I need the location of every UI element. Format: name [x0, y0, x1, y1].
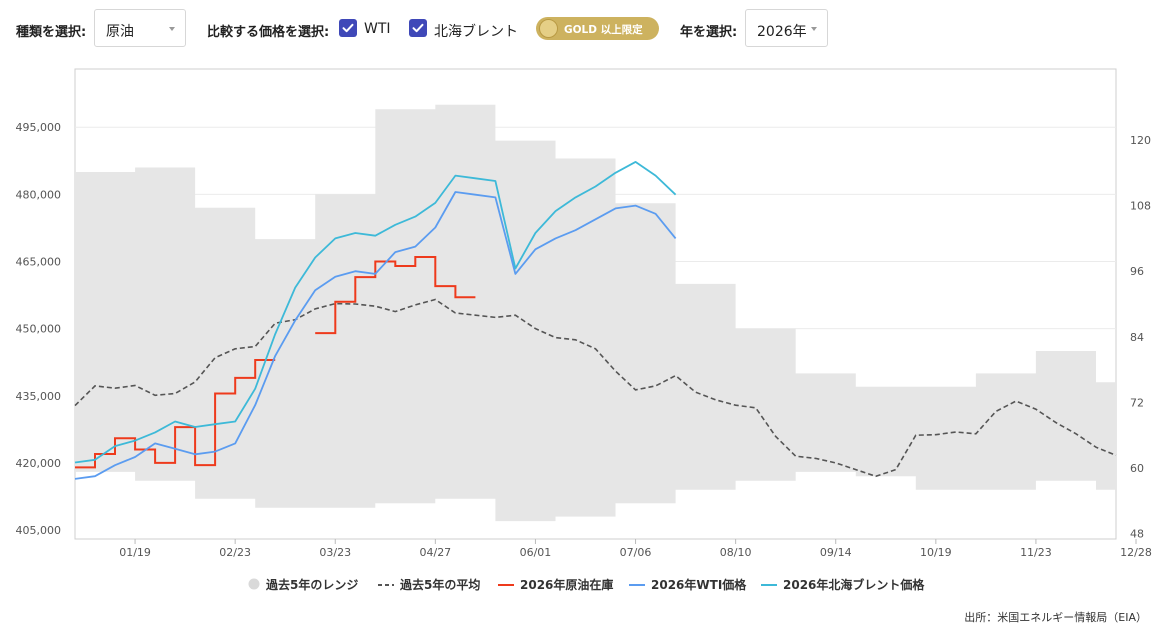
y-left-tick-label: 450,000: [16, 323, 62, 336]
crude-oil-chart: 405,000 420,000 435,000 450,000 465,000 480,0…: [16, 68, 1152, 559]
legend-label: 2026年原油在庫: [520, 578, 614, 592]
y-right-tick-label: 72: [1130, 396, 1144, 409]
x-tick-label: 12/28: [1120, 546, 1152, 559]
brent-line: [74, 160, 677, 464]
chevron-down-icon: [811, 27, 817, 31]
legend: 過去5年のレンジ 過去5年の平均 2026年原油在庫 2026年WTI価格 20…: [0, 576, 1164, 596]
legend-label: 2026年北海ブレント価格: [783, 578, 925, 592]
inventory-polyline: [315, 256, 476, 335]
wti-checkbox-label[interactable]: WTI: [364, 21, 391, 37]
gold-badge-text: GOLD 以上限定: [564, 24, 643, 36]
average-line: [74, 298, 1117, 478]
x-tick-label: 01/19: [119, 546, 151, 559]
legend-label: 過去5年の平均: [400, 578, 481, 592]
type-select[interactable]: 原油: [94, 9, 186, 47]
brent-checkbox-label[interactable]: 北海ブレント: [434, 24, 518, 40]
x-tick-label: 04/27: [419, 546, 451, 559]
wti-checkbox[interactable]: [339, 19, 357, 37]
x-tick-label: 06/01: [520, 546, 552, 559]
brent-checkbox[interactable]: [409, 19, 427, 37]
x-axis: 01/19 02/23 03/23 04/27 06/01 07/06 08/10 09/14…: [119, 539, 1152, 559]
y-axis-left: 405,000 420,000 435,000 450,000 465,000 480,0…: [16, 121, 62, 537]
y-left-tick-label: 420,000: [16, 457, 62, 470]
year-label: 年を選択:: [680, 25, 738, 40]
range-area: [75, 104, 1116, 522]
legend-label: 2026年WTI価格: [651, 578, 747, 592]
type-label: 種類を選択:: [16, 25, 87, 40]
brent-polyline: [74, 160, 677, 464]
wti-polyline: [74, 191, 677, 480]
x-tick-label: 08/10: [720, 546, 752, 559]
average-polyline: [74, 298, 1117, 478]
compare-label: 比較する価格を選択:: [207, 25, 330, 40]
line-swatch-icon: [629, 584, 645, 586]
y-right-tick-label: 84: [1130, 331, 1144, 344]
wti-line: [74, 191, 677, 480]
y-right-tick-label: 120: [1130, 134, 1151, 147]
y-right-tick-label: 96: [1130, 265, 1144, 278]
legend-label: 過去5年のレンジ: [266, 578, 359, 592]
y-left-tick-label: 495,000: [16, 121, 62, 134]
y-left-tick-label: 465,000: [16, 255, 62, 268]
inventory-line: [75, 256, 476, 469]
y-axis-right: 48 60 72 84 96 108 120: [1130, 134, 1151, 540]
gold-medal-icon: [539, 19, 558, 38]
y-left-tick-label: 405,000: [16, 524, 62, 537]
dashed-line-icon: [378, 584, 394, 586]
y-left-tick-label: 435,000: [16, 390, 62, 403]
checkmark-icon: [342, 23, 354, 33]
range-swatch-icon: [248, 578, 260, 590]
y-right-tick-label: 108: [1130, 200, 1151, 213]
type-select-value: 原油: [106, 24, 134, 40]
range-band: [75, 104, 1116, 522]
source-note: 出所：米国エネルギー情報局（EIA）: [964, 611, 1147, 624]
year-select-value: 2026年: [757, 24, 807, 40]
y-left-tick-label: 480,000: [16, 188, 62, 201]
inventory-polyline: [75, 359, 276, 469]
x-tick-label: 07/06: [620, 546, 652, 559]
x-tick-label: 09/14: [820, 546, 852, 559]
y-right-tick-label: 48: [1130, 528, 1144, 541]
checkmark-icon: [412, 23, 424, 33]
gold-badge: GOLD 以上限定: [536, 17, 659, 40]
x-tick-label: 10/19: [920, 546, 952, 559]
controls-bar: 種類を選択: 原油 比較する価格を選択: WTI 北海ブレント GOLD 以上限…: [0, 9, 1164, 49]
y-right-tick-label: 60: [1130, 462, 1144, 475]
line-swatch-icon: [761, 584, 777, 586]
chevron-down-icon: [169, 27, 175, 31]
x-tick-label: 03/23: [319, 546, 351, 559]
x-tick-label: 11/23: [1020, 546, 1052, 559]
line-swatch-icon: [498, 584, 514, 586]
x-tick-label: 02/23: [219, 546, 251, 559]
year-select[interactable]: 2026年: [745, 9, 828, 47]
